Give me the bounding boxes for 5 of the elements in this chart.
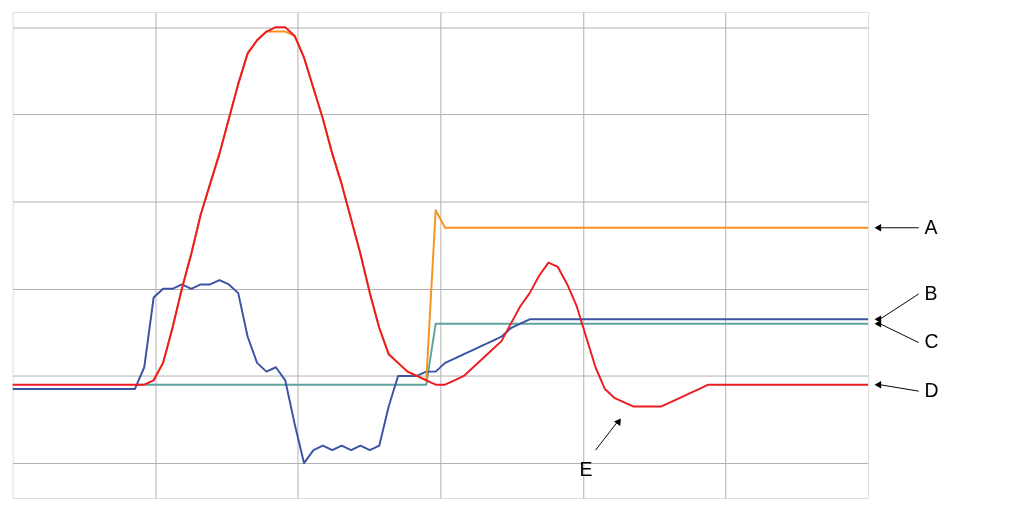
text: B — [924, 281, 938, 304]
annotation: E — [579, 457, 593, 480]
text: A — [924, 215, 938, 238]
text: D — [924, 378, 939, 401]
text: C — [924, 330, 939, 353]
